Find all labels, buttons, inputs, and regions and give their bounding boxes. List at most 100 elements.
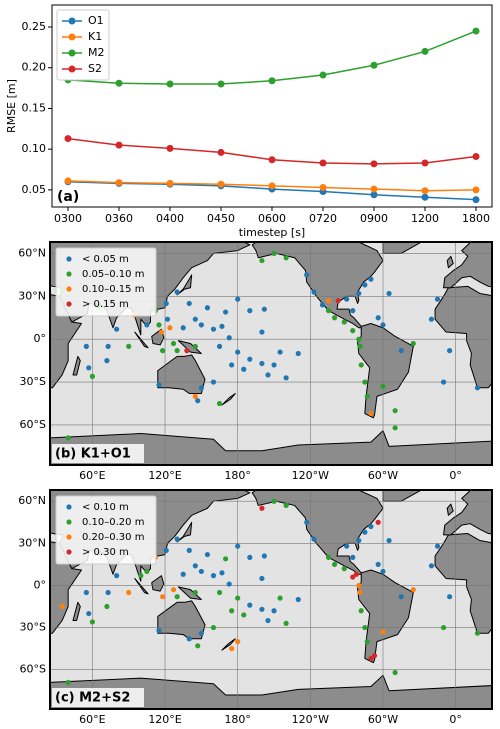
station [259, 606, 265, 612]
y-axis-label: RMSE [m] [5, 79, 18, 133]
station [325, 308, 332, 314]
station [219, 570, 225, 576]
station [164, 316, 171, 322]
station [126, 343, 132, 349]
station [325, 298, 332, 304]
x-tick-label: 120°E [148, 713, 181, 726]
x-tick-label: 0400 [156, 212, 184, 225]
station [105, 343, 111, 349]
data-point [166, 80, 174, 88]
station [104, 358, 110, 364]
station [277, 595, 283, 601]
x-tick-label: 180° [224, 469, 251, 482]
station [210, 379, 217, 385]
station [392, 425, 398, 431]
station [156, 627, 162, 633]
station [283, 620, 289, 626]
legend-marker [68, 65, 76, 73]
station [283, 255, 289, 261]
station [386, 290, 392, 297]
x-tick-label: 0360 [105, 212, 133, 225]
y-tick-label: 0° [34, 578, 47, 591]
station [195, 643, 201, 649]
data-point [370, 185, 378, 193]
data-point [319, 183, 327, 191]
data-point [472, 196, 480, 204]
legend-label: O1 [88, 14, 104, 27]
station [380, 629, 386, 635]
station [235, 296, 241, 302]
y-tick-label: 30°N [18, 289, 46, 302]
station [261, 306, 267, 312]
station [358, 608, 364, 614]
station [447, 348, 453, 354]
data-point [115, 79, 123, 87]
station [375, 315, 381, 321]
station [114, 573, 120, 579]
station [344, 543, 350, 549]
station [356, 290, 362, 297]
station [277, 349, 283, 355]
station [210, 624, 217, 631]
legend-label: S2 [88, 62, 102, 75]
station [331, 315, 338, 321]
station [474, 385, 481, 391]
x-tick-label: 0° [449, 713, 462, 726]
map-frame [49, 489, 493, 710]
station [186, 636, 192, 642]
station [474, 630, 481, 636]
station [192, 563, 198, 569]
station [410, 587, 416, 593]
station [341, 566, 347, 572]
station [105, 589, 111, 596]
station [271, 362, 277, 368]
station [229, 646, 235, 652]
station [247, 602, 253, 608]
station [304, 519, 310, 525]
station [283, 502, 289, 509]
station [241, 612, 247, 618]
legend-marker [66, 301, 72, 307]
station [265, 372, 271, 378]
station [259, 360, 265, 367]
station [271, 608, 277, 614]
data-point [166, 144, 174, 152]
station [362, 282, 368, 288]
station [428, 316, 435, 322]
station [226, 581, 232, 587]
data-point [370, 61, 378, 69]
data-point [319, 159, 327, 167]
station [353, 571, 359, 577]
y-tick-label: 0.10 [22, 142, 47, 155]
legend-box [55, 495, 157, 565]
station [398, 348, 404, 354]
station [392, 408, 398, 414]
station [325, 554, 332, 560]
station [156, 322, 162, 328]
station [235, 543, 241, 549]
y-tick-label: 30°S [20, 375, 46, 388]
station [261, 553, 267, 559]
station [160, 348, 166, 354]
station [380, 568, 386, 575]
station [295, 350, 301, 357]
panel-label: (b) K1+O1 [55, 447, 131, 462]
x-tick-label: 0300 [54, 212, 82, 225]
station [447, 594, 453, 600]
station [114, 326, 120, 332]
x-tick-label: 60°E [79, 713, 105, 726]
plot-frame [51, 4, 493, 208]
station [235, 349, 241, 355]
data-point [64, 177, 72, 185]
station [158, 329, 165, 335]
data-point [64, 135, 72, 143]
station [174, 536, 180, 542]
y-tick-label: 60°S [20, 418, 46, 431]
data-point [421, 193, 429, 201]
station [434, 543, 441, 549]
x-tick-label: 60°E [79, 469, 105, 482]
station [186, 300, 192, 307]
station [180, 325, 186, 331]
annotation-bg [54, 187, 84, 205]
x-tick-label: 1200 [411, 212, 439, 225]
